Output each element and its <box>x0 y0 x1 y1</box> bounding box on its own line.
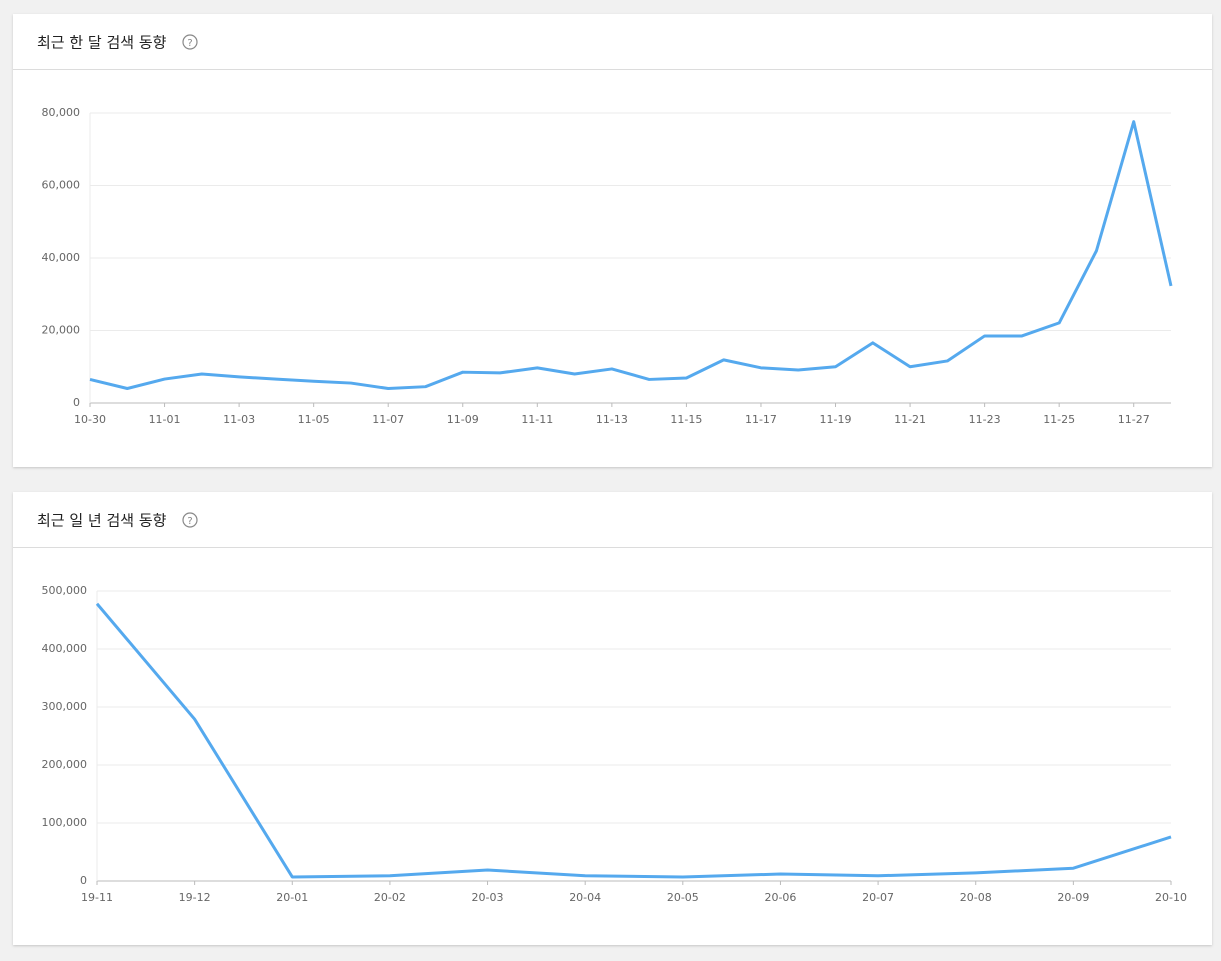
x-tick-label: 20-07 <box>862 891 894 904</box>
y-tick-label: 500,000 <box>42 584 88 597</box>
x-tick-label: 11-15 <box>670 413 702 426</box>
x-tick-label: 11-23 <box>969 413 1001 426</box>
x-tick-label: 11-07 <box>372 413 404 426</box>
y-tick-label: 400,000 <box>42 642 88 655</box>
y-tick-label: 20,000 <box>42 324 81 337</box>
x-tick-label: 20-06 <box>764 891 796 904</box>
x-tick-label: 11-13 <box>596 413 628 426</box>
x-tick-label: 20-09 <box>1057 891 1089 904</box>
x-tick-label: 11-27 <box>1118 413 1150 426</box>
y-tick-label: 40,000 <box>42 251 81 264</box>
y-tick-label: 100,000 <box>42 816 88 829</box>
x-tick-label: 11-01 <box>149 413 181 426</box>
x-tick-label: 19-12 <box>179 891 211 904</box>
y-tick-label: 200,000 <box>42 758 88 771</box>
x-tick-label: 20-03 <box>472 891 504 904</box>
y-tick-label: 300,000 <box>42 700 88 713</box>
card <box>13 14 1212 467</box>
card <box>13 492 1212 945</box>
x-tick-label: 10-30 <box>74 413 106 426</box>
x-tick-label: 20-04 <box>569 891 601 904</box>
line-series <box>89 120 1173 390</box>
x-tick-label: 11-05 <box>298 413 330 426</box>
help-icon <box>182 512 198 528</box>
help-icon-label: ? <box>187 38 192 49</box>
x-tick-label: 11-19 <box>820 413 852 426</box>
help-icon-label: ? <box>187 516 192 527</box>
x-tick-label: 11-03 <box>223 413 255 426</box>
y-tick-label: 0 <box>80 874 87 887</box>
x-tick-label: 20-10 <box>1155 891 1187 904</box>
x-tick-label: 11-09 <box>447 413 479 426</box>
card-title: 최근 일 년 검색 동향 <box>37 512 167 530</box>
x-tick-label: 20-08 <box>960 891 992 904</box>
y-tick-label: 0 <box>73 396 80 409</box>
x-tick-label: 11-17 <box>745 413 777 426</box>
line-series <box>95 602 1172 879</box>
x-tick-label: 11-21 <box>894 413 926 426</box>
y-tick-label: 80,000 <box>42 106 81 119</box>
x-tick-label: 11-11 <box>521 413 553 426</box>
x-tick-label: 20-05 <box>667 891 699 904</box>
x-tick-label: 11-25 <box>1043 413 1075 426</box>
x-tick-label: 20-02 <box>374 891 406 904</box>
x-tick-label: 20-01 <box>276 891 308 904</box>
x-tick-label: 19-11 <box>81 891 113 904</box>
help-icon <box>182 34 198 50</box>
card-title: 최근 한 달 검색 동향 <box>37 34 167 52</box>
y-tick-label: 60,000 <box>42 179 81 192</box>
